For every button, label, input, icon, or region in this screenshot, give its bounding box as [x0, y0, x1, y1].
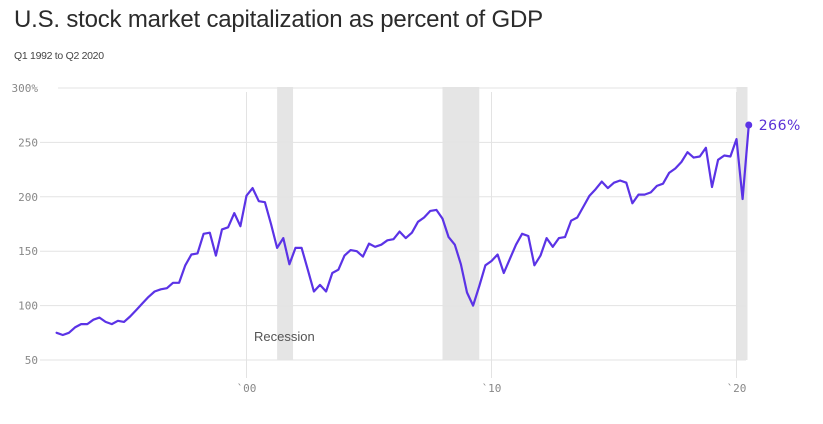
y-tick-label: 100 [18, 300, 38, 313]
chart-subtitle: Q1 1992 to Q2 2020 [14, 50, 104, 62]
gridlines [40, 87, 746, 378]
chart-title: U.S. stock market capitalization as perc… [14, 6, 543, 33]
end-point-marker [745, 121, 753, 129]
series-line [55, 123, 750, 337]
y-tick-label: 50 [25, 354, 38, 367]
recession-band [442, 87, 480, 360]
recession-bands [277, 87, 748, 360]
y-tick-label: 200 [18, 191, 38, 204]
end-value-label: 266% [759, 118, 801, 134]
y-tick-label: 250 [18, 136, 38, 149]
x-tick-label: `20 [727, 382, 747, 395]
x-tick-label: `00 [237, 382, 257, 395]
y-tick-label: 150 [18, 245, 38, 258]
recession-band [736, 87, 748, 360]
recession-band [277, 87, 294, 360]
x-tick-label: `10 [482, 382, 502, 395]
x-axis: `00 `10 `20 [237, 382, 747, 395]
y-tick-label: 300% [12, 82, 39, 95]
recession-annotation: Recession [254, 329, 315, 344]
y-axis: 300% 250 200 150 100 50 [12, 82, 39, 367]
